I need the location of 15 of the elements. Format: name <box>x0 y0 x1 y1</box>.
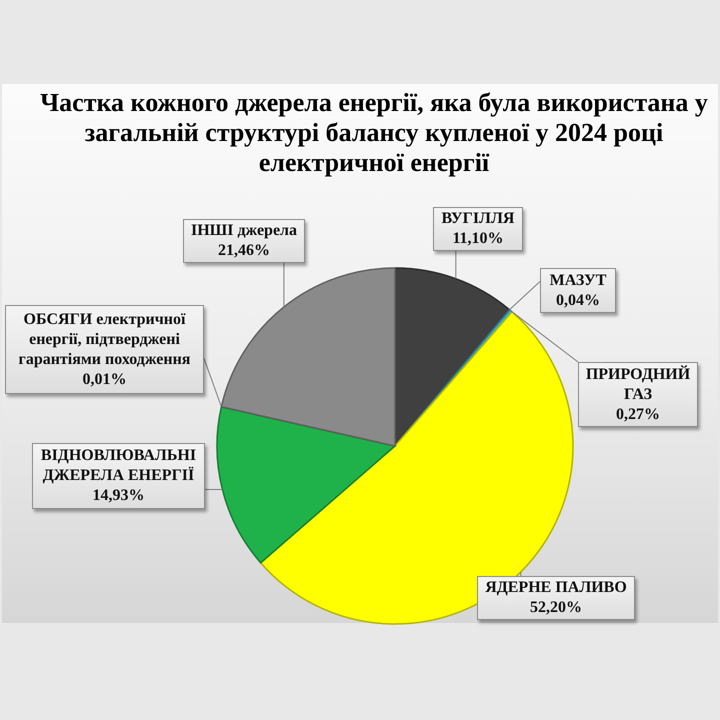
slice-label: МАЗУТ <box>548 270 608 290</box>
slice-label: ПРИРОДНИЙ ГАЗ <box>584 364 692 404</box>
data-label: 0,01% <box>82 370 128 390</box>
data-label: 14,93% <box>92 486 146 506</box>
slice-label: ВІДНОВЛЮВАЛЬНІ ДЖЕРЕЛА ЕНЕРГІЇ <box>40 446 198 486</box>
slice-label: ВУГІЛЛЯ <box>440 209 516 229</box>
data-label: 0,27% <box>615 404 661 424</box>
data-label: 11,10% <box>451 229 505 249</box>
slice-label: ЯДЕРНЕ ПАЛИВО <box>484 578 628 598</box>
slice-label: ІНШІ джерела <box>190 221 298 241</box>
chart-title: Частка кожного джерела енергії, яка була використана у загальній структурі балансу купленої у 2024 році електричної енергії <box>39 88 709 178</box>
slice-label: ОБСЯГИ електричної енергії, підтверджені гарантіями походження <box>18 310 192 370</box>
data-label: 21,46% <box>217 241 271 261</box>
data-label: 0,04% <box>555 290 601 310</box>
data-label: 52,20% <box>529 598 583 618</box>
